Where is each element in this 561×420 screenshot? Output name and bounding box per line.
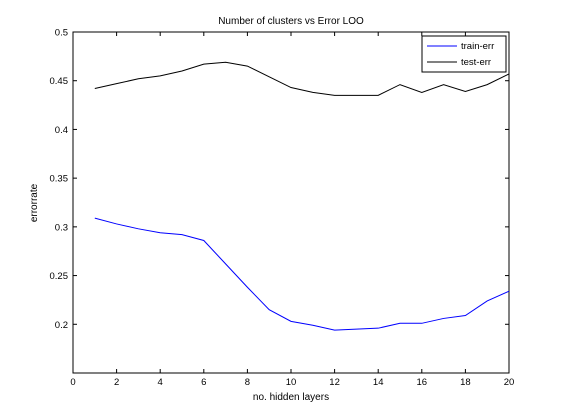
y-axis-label: errorrate: [29, 183, 40, 222]
plot-area: [72, 31, 510, 374]
y-tick-label: 0.45: [50, 76, 69, 87]
x-axis: 0 2 4 6 8 10 12 14 16 18 20: [70, 32, 514, 388]
chart-title: Number of clusters vs Error LOO: [218, 16, 364, 27]
x-axis-label: no. hidden layers: [253, 392, 329, 403]
y-tick-label: 0.3: [55, 222, 68, 233]
x-tick-label: 14: [373, 377, 384, 388]
x-tick-label: 18: [460, 377, 471, 388]
y-tick-label: 0.5: [55, 28, 68, 39]
x-tick-label: 8: [245, 377, 250, 388]
legend: train-err test-err: [421, 35, 507, 73]
x-tick-label: 4: [158, 377, 163, 388]
x-tick-label: 0: [70, 377, 75, 388]
legend-box: [421, 35, 507, 73]
x-tick-label: 12: [329, 377, 340, 388]
legend-label-test-err: test-err: [461, 57, 491, 68]
y-tick-label: 0.2: [55, 320, 68, 331]
y-axis: 0.2 0.25 0.3 0.35 0.4 0.45 0.5: [50, 28, 509, 331]
series-line-test-err: [94, 61, 510, 96]
x-tick-label: 10: [286, 377, 297, 388]
x-tick-label: 20: [504, 377, 515, 388]
series-line-train-err: [94, 217, 510, 331]
legend-label-train-err: train-err: [461, 41, 494, 52]
x-tick-label: 16: [417, 377, 428, 388]
x-tick-label: 2: [114, 377, 119, 388]
y-tick-label: 0.25: [50, 271, 69, 282]
x-tick-label: 6: [201, 377, 206, 388]
y-tick-label: 0.35: [50, 174, 69, 185]
y-tick-label: 0.4: [55, 125, 68, 136]
series-lines: [94, 61, 510, 331]
